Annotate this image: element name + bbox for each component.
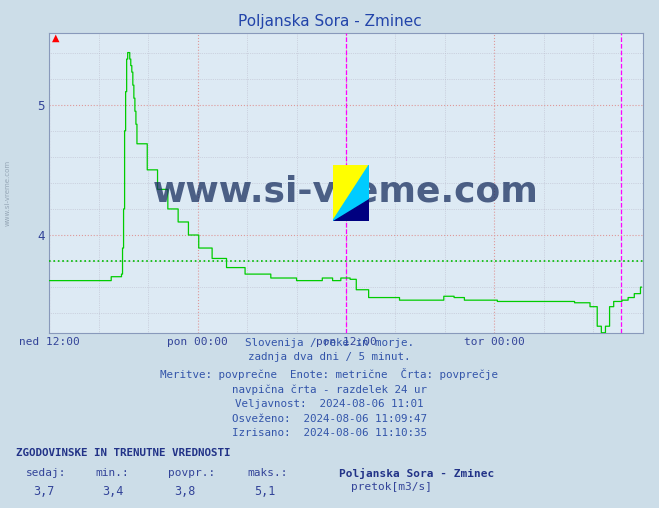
Polygon shape — [333, 165, 369, 221]
Text: povpr.:: povpr.: — [168, 468, 215, 479]
Polygon shape — [333, 165, 369, 221]
Text: 3,7: 3,7 — [33, 485, 54, 498]
Text: ZGODOVINSKE IN TRENUTNE VREDNOSTI: ZGODOVINSKE IN TRENUTNE VREDNOSTI — [16, 448, 231, 458]
Text: ▲: ▲ — [51, 33, 59, 43]
Text: maks.:: maks.: — [247, 468, 287, 479]
Text: 3,8: 3,8 — [175, 485, 196, 498]
Text: www.si-vreme.com: www.si-vreme.com — [5, 160, 11, 226]
Text: Slovenija / reke in morje.
zadnja dva dni / 5 minut.
Meritve: povprečne  Enote: : Slovenija / reke in morje. zadnja dva dn… — [161, 338, 498, 438]
Text: www.si-vreme.com: www.si-vreme.com — [153, 175, 539, 209]
Text: sedaj:: sedaj: — [26, 468, 67, 479]
Text: 5,1: 5,1 — [254, 485, 275, 498]
Text: Poljanska Sora - Zminec: Poljanska Sora - Zminec — [339, 468, 495, 480]
Polygon shape — [333, 199, 369, 221]
Text: pretok[m3/s]: pretok[m3/s] — [351, 482, 432, 492]
Text: 3,4: 3,4 — [102, 485, 123, 498]
Text: min.:: min.: — [96, 468, 129, 479]
Text: Poljanska Sora - Zminec: Poljanska Sora - Zminec — [238, 14, 421, 29]
